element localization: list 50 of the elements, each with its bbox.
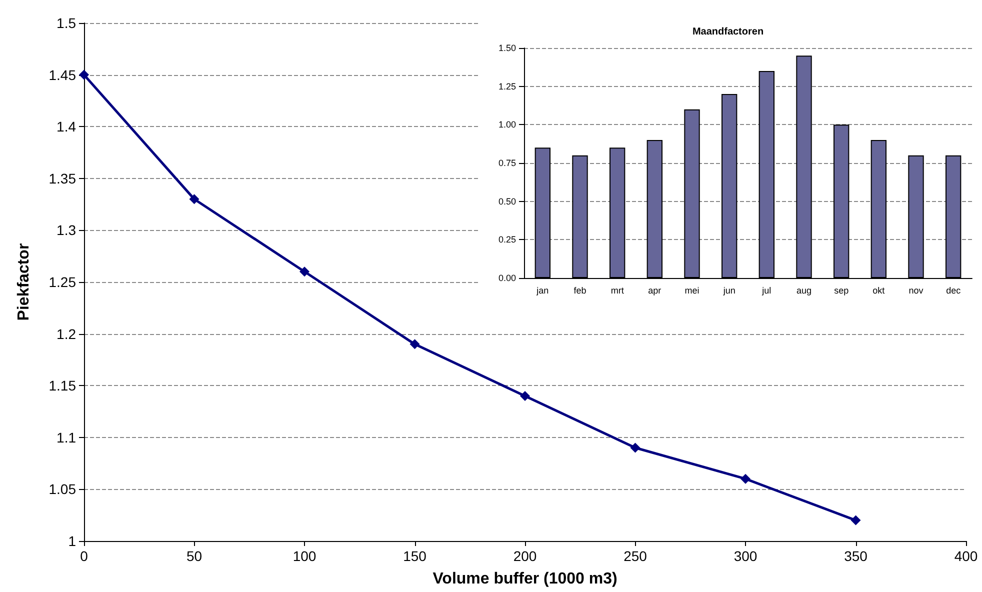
x-tick-label: 150 xyxy=(403,548,427,564)
x-tick-label: mei xyxy=(684,286,700,296)
x-tick-label: dec xyxy=(946,286,962,296)
x-axis-title: Volume buffer (1000 m3) xyxy=(432,570,618,588)
x-tick-label: jan xyxy=(536,286,549,296)
x-tick-label: 0 xyxy=(80,548,88,564)
y-tick-label: 1.5 xyxy=(56,15,76,31)
y-tick-label: 1.25 xyxy=(498,81,516,92)
x-tick-label: 300 xyxy=(734,548,758,564)
point xyxy=(300,266,310,277)
y-tick-label: 1.50 xyxy=(498,43,516,53)
x-tick-label: nov xyxy=(908,286,924,296)
x-tick-label: jun xyxy=(722,286,736,296)
x-tick-label: 250 xyxy=(624,548,648,564)
x-tick-label: jul xyxy=(761,286,772,296)
y-tick-label: 1.1 xyxy=(56,429,76,446)
point xyxy=(189,194,200,204)
x-tick-label: 350 xyxy=(844,548,868,564)
x-tick-label: 200 xyxy=(513,548,537,564)
y-tick-label: 1.15 xyxy=(48,378,76,394)
x-tick-label: feb xyxy=(574,286,586,296)
y-tick-label: 0.50 xyxy=(498,196,516,206)
y-tick-label: 1.25 xyxy=(48,274,76,290)
y-tick-label: 1.05 xyxy=(48,481,76,498)
y-tick-label: 1.4 xyxy=(56,118,76,135)
y-tick-label: 0.00 xyxy=(498,273,516,283)
x-tick-label: 50 xyxy=(186,548,202,564)
point xyxy=(79,70,89,80)
x-tick-label: mrt xyxy=(610,286,624,296)
x-tick-label: aug xyxy=(796,286,812,296)
point xyxy=(410,339,420,350)
chart-title: Maandfactoren xyxy=(692,26,764,38)
point xyxy=(850,515,861,526)
y-tick-label: 1.35 xyxy=(48,170,76,186)
y-tick-label: 1 xyxy=(68,533,76,549)
y-tick-label: 1.45 xyxy=(48,66,76,83)
y-axis-title: Piekfactor xyxy=(16,243,32,321)
point xyxy=(520,390,530,401)
y-tick-label: 1.00 xyxy=(498,120,516,130)
point xyxy=(740,474,750,484)
x-tick-label: 100 xyxy=(292,548,316,564)
x-tick-label: okt xyxy=(872,286,886,296)
x-tick-label: apr xyxy=(648,286,662,296)
y-tick-label: 1.2 xyxy=(56,326,76,342)
y-tick-label: 1.3 xyxy=(56,222,76,238)
y-tick-label: 0.75 xyxy=(498,158,516,168)
y-tick-label: 0.25 xyxy=(498,234,516,245)
x-tick-label: 400 xyxy=(954,548,978,564)
x-tick-label: sep xyxy=(834,286,849,296)
point xyxy=(630,442,640,453)
